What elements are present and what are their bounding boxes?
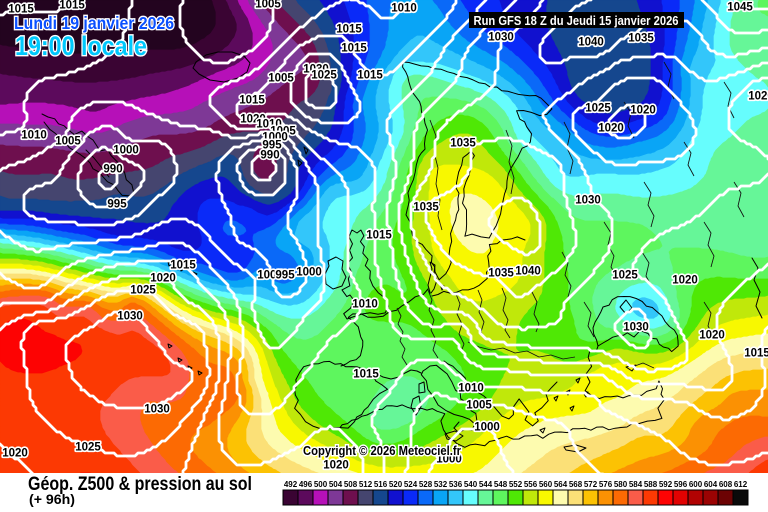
svg-text:588: 588 [644,480,658,489]
svg-text:564: 564 [554,480,568,489]
svg-text:612: 612 [734,480,748,489]
svg-text:1035: 1035 [628,33,654,45]
svg-text:1020: 1020 [630,105,656,117]
svg-text:1025: 1025 [130,285,156,297]
svg-text:1000: 1000 [113,145,139,157]
svg-text:1045: 1045 [727,2,753,14]
svg-text:1015: 1015 [357,70,383,82]
svg-text:1015: 1015 [341,43,367,55]
svg-text:1005: 1005 [466,400,492,412]
svg-text:1025: 1025 [75,442,101,454]
svg-text:1020: 1020 [323,460,349,472]
svg-text:1015: 1015 [336,24,362,36]
svg-text:1020: 1020 [150,273,176,285]
svg-text:548: 548 [494,480,508,489]
svg-text:1040: 1040 [515,266,541,278]
svg-text:1000: 1000 [474,422,500,434]
svg-text:1010: 1010 [352,299,378,311]
svg-text:524: 524 [404,480,418,489]
svg-text:1030: 1030 [623,322,649,334]
svg-text:568: 568 [569,480,583,489]
svg-text:995: 995 [275,270,295,282]
svg-text:1020: 1020 [672,275,698,287]
svg-text:536: 536 [449,480,463,489]
svg-text:1015: 1015 [366,230,392,242]
svg-text:1005: 1005 [55,136,81,148]
svg-text:560: 560 [539,480,553,489]
svg-text:1030: 1030 [303,64,329,76]
svg-text:556: 556 [524,480,538,489]
svg-text:1035: 1035 [413,202,439,214]
svg-text:580: 580 [614,480,628,489]
svg-text:1025: 1025 [311,70,337,82]
svg-text:492: 492 [284,480,298,489]
svg-text:1030: 1030 [575,195,601,207]
svg-text:1000: 1000 [296,267,322,279]
svg-text:584: 584 [629,480,643,489]
svg-text:1005: 1005 [270,126,296,138]
svg-text:1015: 1015 [170,260,196,272]
svg-text:540: 540 [464,480,478,489]
svg-text:1015: 1015 [8,4,34,16]
svg-text:1020: 1020 [699,330,725,342]
svg-text:592: 592 [659,480,673,489]
svg-text:1020: 1020 [748,91,768,103]
svg-text:1010: 1010 [21,130,47,142]
svg-text:1000: 1000 [436,454,462,466]
svg-text:1025: 1025 [612,270,638,282]
svg-text:572: 572 [584,480,598,489]
svg-text:1025: 1025 [585,103,611,115]
svg-text:1030: 1030 [488,32,514,44]
svg-text:Copyright © 2026 Meteociel.fr: Copyright © 2026 Meteociel.fr [303,444,461,458]
svg-text:1015: 1015 [239,95,265,107]
svg-text:608: 608 [719,480,733,489]
svg-text:516: 516 [374,480,388,489]
svg-text:1015: 1015 [744,348,768,360]
svg-text:Run GFS 18 Z du Jeudi 15 janvi: Run GFS 18 Z du Jeudi 15 janvier 2026 [474,13,679,28]
svg-text:1030: 1030 [117,311,143,323]
svg-text:1030: 1030 [144,404,170,416]
svg-text:1020: 1020 [240,114,266,126]
svg-text:995: 995 [262,140,282,152]
svg-text:990: 990 [260,150,279,162]
svg-text:1005: 1005 [255,0,281,11]
svg-text:1010: 1010 [391,3,417,15]
svg-text:1015: 1015 [59,0,85,12]
svg-text:1010: 1010 [458,383,484,395]
svg-text:508: 508 [344,480,358,489]
svg-text:19:00 locale: 19:00 locale [15,31,147,61]
svg-text:552: 552 [509,480,523,489]
svg-text:990: 990 [103,164,122,176]
svg-text:1005: 1005 [257,270,283,282]
svg-text:Lundi 19 janvier 2026: Lundi 19 janvier 2026 [14,13,174,33]
svg-text:520: 520 [389,480,403,489]
svg-text:1005: 1005 [268,73,294,85]
svg-text:512: 512 [359,480,373,489]
svg-text:528: 528 [419,480,433,489]
svg-text:532: 532 [434,480,448,489]
svg-text:504: 504 [329,480,343,489]
svg-text:1000: 1000 [262,132,288,144]
svg-text:500: 500 [314,480,328,489]
svg-text:496: 496 [299,480,313,489]
svg-text:Géop. Z500 & pression au sol: Géop. Z500 & pression au sol [28,474,252,495]
svg-text:576: 576 [599,480,613,489]
svg-text:1010: 1010 [256,119,282,131]
svg-text:1020: 1020 [598,123,624,135]
svg-text:995: 995 [107,199,127,211]
svg-text:(+ 96h): (+ 96h) [29,492,75,507]
svg-text:1020: 1020 [2,448,28,460]
svg-text:596: 596 [674,480,688,489]
svg-text:1035: 1035 [488,268,514,280]
svg-text:1035: 1035 [450,138,476,150]
svg-text:600: 600 [689,480,703,489]
svg-text:1015: 1015 [353,369,379,381]
svg-text:604: 604 [704,480,718,489]
svg-text:1040: 1040 [578,37,604,49]
svg-text:544: 544 [479,480,493,489]
